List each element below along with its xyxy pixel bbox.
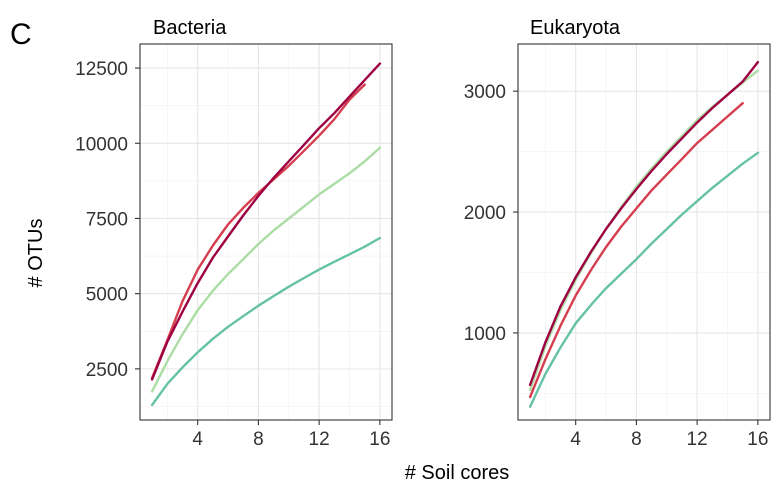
bacteria-y-tick-label: 2500 [86, 360, 128, 381]
bacteria-y-tick-label: 5000 [86, 285, 128, 306]
bacteria-series-line-4 [150, 62, 382, 381]
bacteria-x-tick-label: 12 [309, 429, 330, 450]
eukaryota-panel: Eukaryota 4 8 12 16 1000 2000 3000 [464, 17, 771, 450]
eukaryota-panel-border [517, 43, 771, 421]
bacteria-y-tick-label: 10000 [75, 134, 128, 155]
y-axis-title: # OTUs [25, 219, 47, 288]
eukaryota-series-line-3 [528, 101, 744, 399]
bacteria-series-line-1 [150, 236, 382, 407]
bacteria-y-tick-label: 7500 [86, 209, 128, 230]
bacteria-y-tick-label: 12500 [75, 59, 128, 80]
facet-panels: Bacteria 4 8 12 16 2500 5000 7500 10000 12500 Euka… [75, 17, 771, 450]
bacteria-panel-border [139, 43, 393, 421]
bacteria-x-tick-label: 4 [192, 429, 203, 450]
bacteria-panel: Bacteria 4 8 12 16 2500 5000 7500 10000 12500 [75, 17, 393, 450]
eukaryota-y-tick-label: 1000 [464, 324, 506, 345]
eukaryota-x-tick-label: 16 [747, 429, 768, 450]
eukaryota-title: Eukaryota [530, 17, 621, 39]
eukaryota-series-line-1 [528, 151, 760, 408]
bacteria-x-tick-label: 8 [253, 429, 264, 450]
eukaryota-series-line-4 [528, 60, 760, 387]
bacteria-series-line-2 [150, 146, 382, 393]
bacteria-x-tick-label: 16 [369, 429, 390, 450]
panel-letter: C [10, 18, 32, 51]
eukaryota-y-tick-label: 3000 [464, 82, 506, 103]
bacteria-title: Bacteria [153, 17, 227, 39]
eukaryota-x-tick-label: 12 [687, 429, 708, 450]
eukaryota-x-tick-label: 8 [631, 429, 642, 450]
eukaryota-x-tick-label: 4 [570, 429, 581, 450]
x-axis-title: # Soil cores [405, 462, 510, 484]
eukaryota-y-tick-label: 2000 [464, 203, 506, 224]
bacteria-series-line-3 [150, 83, 366, 380]
